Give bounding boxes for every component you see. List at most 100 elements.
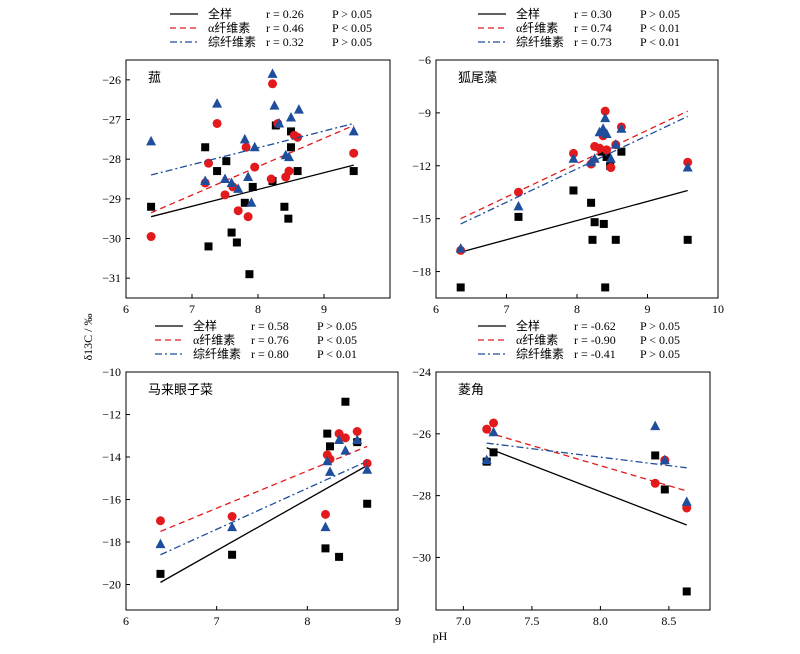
x-tick-label: 8 xyxy=(255,302,261,316)
data-point xyxy=(340,445,351,455)
data-point xyxy=(488,426,499,437)
data-point xyxy=(213,167,222,176)
data-point xyxy=(352,434,363,444)
data-point xyxy=(220,190,230,200)
x-tick-label: 7 xyxy=(214,614,220,628)
y-tick-label: −26 xyxy=(412,427,431,441)
data-point xyxy=(220,173,230,183)
data-point xyxy=(250,162,260,172)
x-tick-label: 8.0 xyxy=(593,614,608,628)
x-tick-label: 7.5 xyxy=(524,614,539,628)
data-point xyxy=(321,544,330,553)
y-tick-label: −15 xyxy=(412,212,431,226)
panel-4: 7.0 7.5 8.0 8.5 −30 −28 −26 −24 菱角 全样 r = -0.62 P >… xyxy=(412,318,711,628)
data-point xyxy=(513,187,523,197)
fit-line xyxy=(160,445,368,532)
legend-p: P > 0.05 xyxy=(640,319,680,333)
legend-p: P < 0.05 xyxy=(640,333,680,347)
data-point xyxy=(284,166,294,176)
y-tick-label: −30 xyxy=(412,550,431,564)
data-point xyxy=(240,198,249,207)
y-tick-label: −24 xyxy=(412,365,431,379)
data-point xyxy=(146,135,157,146)
data-point xyxy=(274,117,285,128)
data-point xyxy=(320,521,331,532)
legend-name: 全样 xyxy=(193,318,217,333)
data-point xyxy=(204,242,213,251)
data-point xyxy=(323,429,332,438)
series-all xyxy=(156,397,372,583)
data-point xyxy=(326,442,334,451)
series-alpha xyxy=(456,106,693,255)
data-point xyxy=(212,98,223,108)
legend-r: r = 0.58 xyxy=(251,319,289,333)
legend-name: 综纤维素 xyxy=(208,35,256,49)
data-point xyxy=(248,182,257,191)
data-point xyxy=(268,79,278,89)
data-point xyxy=(340,433,350,443)
series-alpha xyxy=(155,427,372,532)
plot-frame xyxy=(125,371,399,611)
data-point xyxy=(363,499,372,508)
data-point xyxy=(155,516,165,526)
panel-title: 菱角 xyxy=(458,383,484,398)
data-point xyxy=(600,106,610,116)
data-point xyxy=(606,163,616,173)
y-tick-label: −9 xyxy=(418,106,431,120)
y-tick-label: −12 xyxy=(102,408,121,422)
data-point xyxy=(284,214,293,223)
legend-r: r = -0.41 xyxy=(574,347,616,361)
series-all xyxy=(456,147,692,292)
data-point xyxy=(239,133,250,144)
data-point xyxy=(602,145,612,155)
legend-r: r = -0.90 xyxy=(574,333,616,347)
data-point xyxy=(602,152,611,161)
data-point xyxy=(588,235,597,244)
data-point xyxy=(341,397,350,406)
series-fiber xyxy=(481,420,692,506)
legend-r: r = -0.62 xyxy=(574,319,616,333)
data-point xyxy=(349,148,359,158)
fit-line xyxy=(460,115,688,225)
data-point xyxy=(611,235,620,244)
legend-r: r = 0.73 xyxy=(574,35,612,49)
legend-p: P < 0.05 xyxy=(317,333,357,347)
legend-p: P > 0.05 xyxy=(640,347,680,361)
data-point xyxy=(156,569,165,578)
data-point xyxy=(568,153,579,163)
data-point xyxy=(320,509,330,519)
series-fiber xyxy=(146,68,359,207)
panel-3: 6 7 8 9 −20 −18 −16 −14 −12 −10 马来眼子菜 全样 r = 0.58 P >… xyxy=(102,318,401,628)
legend-p: P > 0.05 xyxy=(317,319,357,333)
y-tick-label: −28 xyxy=(412,489,431,503)
data-point xyxy=(513,200,524,211)
data-point xyxy=(233,183,244,193)
y-tick-label: −14 xyxy=(102,450,121,464)
data-point xyxy=(650,478,660,488)
legend-p: P < 0.01 xyxy=(640,35,680,49)
fit-line xyxy=(486,442,687,469)
legend-r: r = 0.30 xyxy=(574,7,612,21)
data-point xyxy=(362,464,373,474)
data-point xyxy=(456,283,465,292)
data-point xyxy=(590,218,599,227)
data-point xyxy=(212,118,222,128)
series-fiber xyxy=(155,434,373,556)
data-point xyxy=(228,550,237,559)
y-tick-label: −26 xyxy=(102,73,121,87)
data-point xyxy=(599,219,608,228)
data-point xyxy=(227,228,236,237)
legend-r: r = 0.26 xyxy=(266,7,304,21)
data-point xyxy=(683,235,692,244)
data-point xyxy=(287,127,295,136)
data-point xyxy=(605,153,616,163)
data-point xyxy=(659,454,670,465)
data-point xyxy=(616,123,627,133)
legend-p: P > 0.05 xyxy=(332,7,372,21)
data-point xyxy=(587,198,596,207)
x-tick-label: 7 xyxy=(189,302,195,316)
data-point xyxy=(569,186,578,195)
data-point xyxy=(362,458,372,468)
panel-title: 菰 xyxy=(148,71,161,86)
y-tick-label: −27 xyxy=(102,113,121,127)
